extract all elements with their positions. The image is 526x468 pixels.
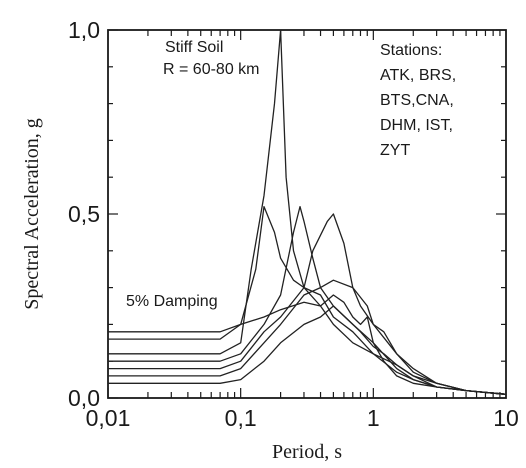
spectra-series [108, 29, 507, 395]
stations-line-3: DHM, IST, [380, 117, 453, 134]
x-tick-label: 0,1 [225, 405, 257, 431]
spectrum-line-3 [108, 205, 507, 395]
stations-line-2: BTS,CNA, [380, 92, 454, 109]
x-axis-title: Period, s [272, 441, 342, 463]
damping-annotation: 5% Damping [126, 293, 218, 310]
y-tick-label: 0,0 [68, 385, 100, 411]
plot-area-frame [107, 29, 507, 399]
spectrum-line-4 [108, 213, 507, 395]
spectrum-line-5 [108, 279, 507, 395]
x-tick-label: 1 [367, 405, 380, 431]
tick-labels: 0,01 0,1 1 10 0,0 0,5 1,0 [68, 17, 519, 431]
stations-line-4: ZYT [380, 142, 410, 159]
site-annotation-line-1: Stiff Soil [165, 39, 223, 56]
spectrum-line-7 [108, 305, 507, 395]
spectrum-line-6 [108, 294, 507, 395]
x-tick-label: 10 [493, 405, 519, 431]
site-annotation-line-2: R = 60-80 km [163, 61, 259, 78]
tick-marks [107, 29, 506, 399]
y-axis-title: Spectral Acceleration, g [21, 118, 43, 310]
stations-line-1: ATK, BRS, [380, 67, 456, 84]
y-tick-label: 0,5 [68, 201, 100, 227]
y-tick-label: 1,0 [68, 17, 100, 43]
x-tick-label: 0,01 [86, 405, 131, 431]
stations-title: Stations: [380, 42, 442, 59]
